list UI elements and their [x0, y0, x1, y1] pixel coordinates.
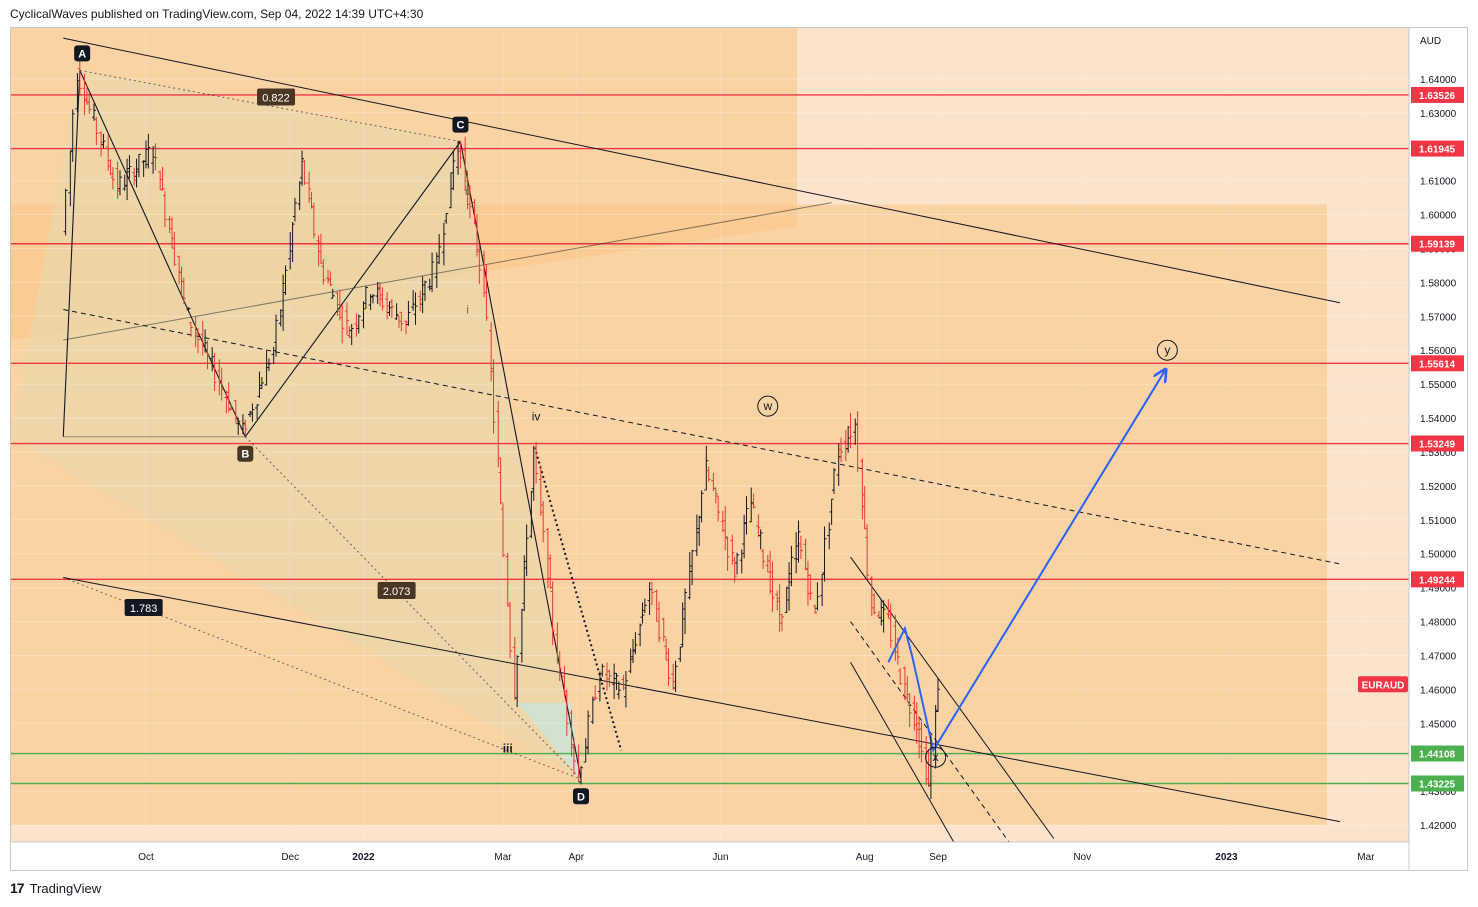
level-tag-label: 1.55614: [1419, 359, 1456, 370]
level-tag: [1411, 355, 1464, 372]
level-tag-label: 1.59139: [1419, 240, 1456, 251]
y-tick-label: 1.64000: [1420, 75, 1457, 86]
small-channel-bottom: [850, 661, 955, 842]
upper-channel-line: [63, 37, 1341, 304]
y-tick-label: 1.50000: [1420, 550, 1457, 561]
currency-label: AUD: [1420, 36, 1441, 47]
chart-frame: [10, 27, 1468, 871]
wave-label: iii: [503, 742, 513, 756]
ratio-label: 2.073: [383, 586, 411, 598]
x-tick-label: Mar: [494, 852, 512, 863]
ratio-badge: [257, 88, 296, 106]
harmonic-leg: [79, 70, 246, 437]
level-tag: [1411, 435, 1464, 452]
wave-label: ii: [465, 184, 470, 198]
level-tag-label: 1.49244: [1419, 575, 1456, 586]
pattern-point-label: A: [78, 48, 86, 60]
projection-path: [887, 371, 1165, 754]
candles: [63, 60, 940, 800]
harmonic-leg: [459, 141, 582, 780]
x-tick-label: Mar: [1357, 852, 1375, 863]
pattern-point-badge: [237, 445, 254, 462]
background-zones: [11, 28, 1409, 842]
y-tick-label: 1.52000: [1420, 482, 1457, 493]
level-tag: [1411, 86, 1464, 103]
y-tick-label: 1.54000: [1420, 414, 1457, 425]
level-tag-label: 1.44108: [1419, 750, 1456, 761]
ratio-label: 0.822: [262, 93, 290, 105]
iii-fill: [517, 702, 582, 780]
wave-label: w: [762, 399, 772, 413]
y-tick-label: 1.61000: [1420, 177, 1457, 188]
y-tick-label: 1.60000: [1420, 211, 1457, 222]
ratio-badge: [124, 598, 163, 616]
x-tick-label: Apr: [568, 852, 584, 863]
level-tag: [1411, 140, 1464, 157]
wave-circle: [1156, 339, 1178, 361]
horizontal-levels: [11, 94, 1409, 785]
pattern-point-label: B: [241, 449, 249, 461]
y-tick-label: 1.58000: [1420, 278, 1457, 289]
x-tick-label: Oct: [138, 852, 154, 863]
brand-name: TradingView: [29, 880, 102, 896]
harmonic-fill: [11, 70, 582, 780]
level-tag: [1411, 775, 1464, 792]
gridlines: [11, 28, 1409, 842]
x-tick-label: Nov: [1073, 852, 1091, 863]
y-tick-label: 1.45000: [1420, 719, 1457, 730]
level-tag-label: 1.53249: [1419, 440, 1456, 451]
y-tick-label: 1.46000: [1420, 685, 1457, 696]
ratio-label: 1.783: [130, 603, 158, 615]
pattern-point-label: D: [577, 791, 585, 803]
pattern-point-badge: [573, 788, 590, 805]
level-tag: [1411, 571, 1464, 588]
wave-dotted-line: [535, 451, 623, 751]
footer-brand[interactable]: 17 TradingView: [10, 880, 101, 896]
x-tick-label: Dec: [281, 852, 299, 863]
y-tick-label: 1.47000: [1420, 651, 1457, 662]
y-tick-label: 1.53000: [1420, 448, 1457, 459]
level-tag-label: 1.63526: [1419, 91, 1456, 102]
x-tick-label: 2022: [352, 852, 375, 863]
y-tick-label: 1.63000: [1420, 109, 1457, 120]
harmonic-leg: [244, 141, 461, 438]
wave-label: i: [466, 303, 469, 317]
y-tick-label: 1.49000: [1420, 584, 1457, 595]
x-tick-label: Jun: [712, 852, 728, 863]
tradingview-logo-icon: 17: [10, 880, 25, 896]
symbol-tag-label: EURAUD: [1362, 680, 1405, 691]
level-tag: [1411, 745, 1464, 762]
wave-label: y: [1164, 343, 1170, 357]
y-tick-label: 1.42000: [1420, 821, 1457, 832]
symbol-tag: [1358, 676, 1408, 693]
y-tick-label: 1.43000: [1420, 787, 1457, 798]
y-tick-label: 1.57000: [1420, 312, 1457, 323]
wave-label: iv: [532, 409, 541, 423]
level-tag: [1411, 235, 1464, 252]
level-tag-label: 1.43225: [1419, 779, 1456, 790]
pattern-point-badge: [452, 116, 469, 133]
level-tag-label: 1.61945: [1419, 145, 1456, 156]
small-channel-top: [850, 556, 1055, 839]
wave-circle: [925, 746, 947, 768]
drawings: [62, 37, 1341, 842]
pattern-point-label: C: [456, 120, 464, 132]
x-tick-label: Sep: [929, 852, 947, 863]
x-tick-label: Aug: [856, 852, 874, 863]
lower-channel-line: [63, 576, 1341, 823]
pattern-point-badge: [74, 45, 91, 62]
x-tick-label: 2023: [1215, 852, 1238, 863]
harmonic-leg: [62, 70, 81, 437]
wave-label: x: [933, 750, 939, 764]
wave-circle: [757, 395, 779, 417]
ratio-badge: [377, 582, 416, 600]
axes: 1.420001.430001.440001.450001.460001.470…: [11, 28, 1464, 871]
y-tick-label: 1.56000: [1420, 346, 1457, 357]
y-tick-label: 1.48000: [1420, 618, 1457, 629]
publisher-header: CyclicalWaves published on TradingView.c…: [10, 7, 424, 21]
y-tick-label: 1.51000: [1420, 516, 1457, 527]
y-tick-label: 1.55000: [1420, 380, 1457, 391]
